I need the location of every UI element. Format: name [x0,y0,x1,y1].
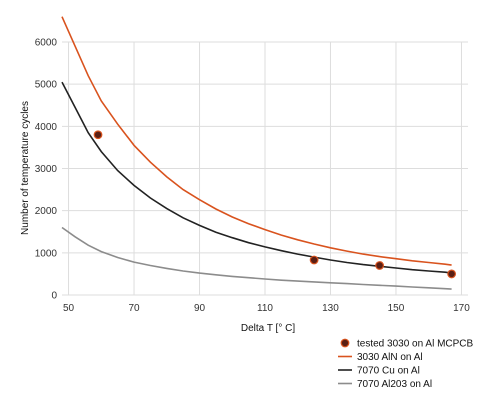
legend-marker [340,338,350,348]
x-tick-label: 130 [322,303,339,314]
legend-label: 7070 Al203 on Al [357,379,432,390]
y-tick-label: 1000 [35,248,58,259]
legend-label: tested 3030 on Al MCPCB [357,339,474,350]
x-tick-label: 70 [128,303,140,314]
x-tick-label: 150 [388,303,405,314]
tick-labels: 50 70 90 110 130 150 170 0 1000 2000 3000 4000 5000 6… [35,38,470,315]
plot-series [61,16,457,290]
series-line [61,81,452,274]
x-axis-title: Delta T [° C] [241,323,295,334]
data-point [375,261,384,270]
data-point [93,130,103,140]
legend-label: 3030 AlN on Al [357,352,423,363]
grid [62,41,468,296]
y-axis-title: Number of temperature cycles [20,101,31,235]
y-tick-label: 5000 [35,80,58,91]
series-line [61,16,452,266]
x-tick-label: 110 [257,303,273,314]
data-point [309,255,319,265]
y-tick-label: 4000 [35,122,58,133]
legend: tested 3030 on Al MCPCB 3030 AlN on Al 707… [338,338,474,390]
x-tick-label: 50 [63,303,75,314]
series-line [61,226,452,290]
data-point [447,269,457,279]
legend-label: 7070 Cu on Al [357,366,420,377]
y-tick-label: 6000 [35,38,58,49]
x-tick-label: 90 [194,303,206,314]
y-tick-label: 2000 [35,206,58,217]
y-tick-label: 3000 [35,164,58,175]
y-tick-label: 0 [51,291,57,302]
x-tick-label: 170 [453,303,470,314]
